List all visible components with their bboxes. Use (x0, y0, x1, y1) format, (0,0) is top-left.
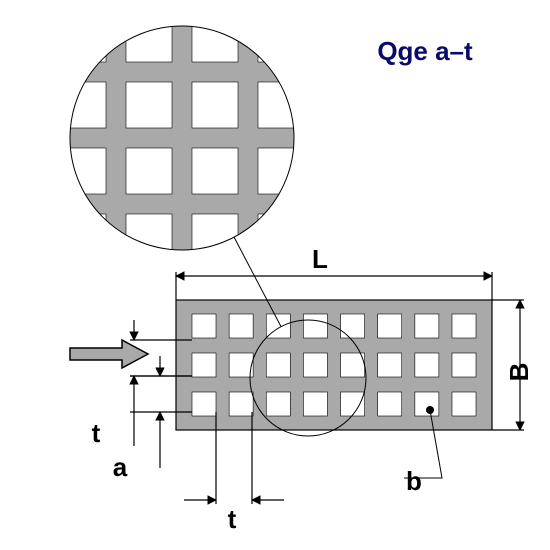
plate-hole (415, 314, 439, 338)
magnifier-hole (0, 280, 40, 326)
magnifier-hole (126, 280, 172, 326)
magnifier-hole (192, 214, 238, 260)
magnifier-hole (60, 16, 106, 62)
magnifier-hole (192, 16, 238, 62)
plate-hole (229, 353, 253, 377)
plate-hole (303, 353, 327, 377)
technical-diagram: Qge a–t L B a t (0, 0, 550, 550)
plate-hole (192, 392, 216, 416)
plate-hole (452, 314, 476, 338)
plate-hole (303, 392, 327, 416)
plate-hole (341, 353, 365, 377)
plate-hole (452, 392, 476, 416)
plate-hole (266, 392, 290, 416)
magnifier-hole (60, 82, 106, 128)
magnifier-hole (192, 82, 238, 128)
plate-hole (266, 353, 290, 377)
magnifier-hole (0, 148, 40, 194)
magnifier-hole (324, 214, 370, 260)
magnifier-hole (192, 148, 238, 194)
magnifier-hole (60, 148, 106, 194)
plate-hole (415, 353, 439, 377)
plate-hole (378, 353, 402, 377)
dimension-t-left-label: t (92, 418, 101, 448)
plate-hole (192, 353, 216, 377)
magnifier-hole (258, 82, 304, 128)
dimension-B-label: B (504, 363, 534, 382)
dimension-a-label: a (113, 452, 128, 482)
plate-hole (192, 314, 216, 338)
magnifier-hole (0, 214, 40, 260)
plate-hole (229, 314, 253, 338)
dimension-t-bottom-label: t (228, 504, 237, 534)
plate-hole (303, 314, 327, 338)
magnifier-detail-view (0, 0, 370, 326)
magnifier-hole (0, 82, 40, 128)
magnifier-hole (258, 214, 304, 260)
plate-hole (452, 353, 476, 377)
dimension-L-label: L (312, 244, 328, 274)
magnifier-hole (258, 148, 304, 194)
magnifier-hole (126, 82, 172, 128)
plate-hole (341, 314, 365, 338)
magnifier-hole (324, 148, 370, 194)
magnifier-hole (60, 214, 106, 260)
magnifier-hole (126, 16, 172, 62)
magnifier-hole (0, 16, 40, 62)
plate-hole (229, 392, 253, 416)
perforated-plate (176, 300, 492, 430)
magnifier-hole (60, 280, 106, 326)
dimension-B: B (492, 300, 534, 430)
flow-arrow-icon (70, 340, 148, 368)
dimension-L: L (176, 244, 492, 300)
plate-outline (176, 300, 492, 430)
leader-b-label: b (406, 466, 422, 496)
plate-hole (378, 392, 402, 416)
magnifier-hole (126, 214, 172, 260)
magnifier-hole (324, 82, 370, 128)
plate-hole (341, 392, 365, 416)
plate-hole (378, 314, 402, 338)
magnifier-hole (258, 16, 304, 62)
magnifier-hole (126, 148, 172, 194)
figure-title: Qge a–t (377, 36, 473, 66)
magnifier-hole (324, 16, 370, 62)
